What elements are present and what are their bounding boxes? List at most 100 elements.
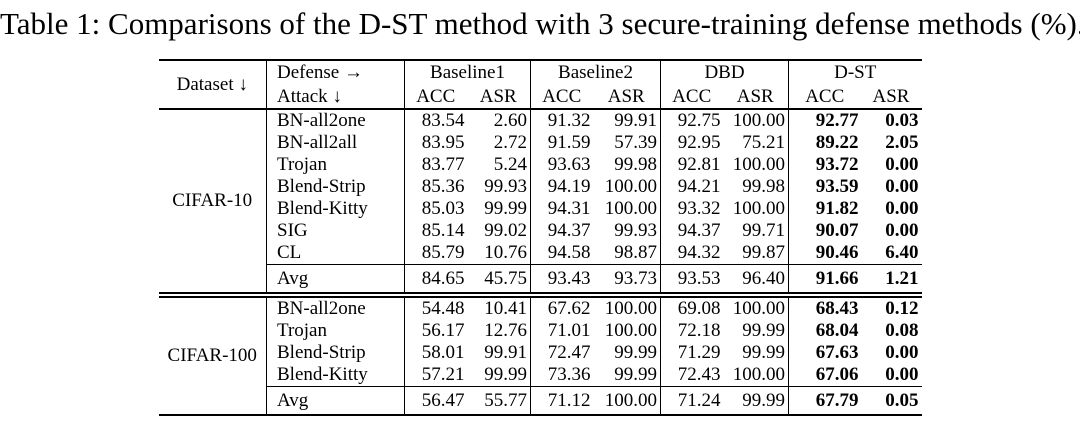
table-row: CIFAR-100 BN-all2one 54.48 10.41 67.62 100.00… bbox=[158, 292, 922, 415]
value-cell: 12.76 bbox=[484, 320, 527, 341]
defense-column-header: Defense → bbox=[266, 60, 405, 85]
dataset-column-header: Dataset ↓ bbox=[158, 60, 267, 110]
table-row: Trojan 56.17 12.76 71.01 100.00 72.18 99.99 68.… bbox=[159, 320, 922, 342]
value-cell: 92.77 bbox=[788, 109, 861, 132]
table-header: Dataset ↓ Defense → Baseline1 Baseline2 … bbox=[158, 60, 922, 110]
table-row: CL 85.79 10.76 94.58 98.87 94.32 99.87 90.46 6.4… bbox=[159, 242, 922, 265]
acc-header: ACC bbox=[530, 85, 593, 110]
value-cell: 99.93 bbox=[484, 176, 527, 197]
attack-label: Blend-Strip bbox=[266, 342, 405, 364]
value-cell: 99.02 bbox=[484, 220, 527, 241]
attack-label: Blend-Kitty bbox=[266, 198, 405, 220]
results-table: Dataset ↓ Defense → Baseline1 Baseline2 … bbox=[158, 59, 922, 416]
avg-value-cell: 93.43 bbox=[530, 264, 593, 295]
value-cell: 0.00 bbox=[885, 154, 919, 175]
avg-label: Avg bbox=[266, 264, 405, 295]
value-cell: 57.21 bbox=[404, 364, 467, 387]
value-cell: 2.60 bbox=[493, 110, 527, 131]
avg-value-cell: 93.53 bbox=[660, 264, 723, 295]
value-cell: 92.75 bbox=[660, 109, 723, 132]
avg-value-cell: 99.99 bbox=[722, 386, 789, 415]
value-cell: 100.00 bbox=[732, 364, 785, 385]
value-cell: 68.04 bbox=[788, 320, 861, 342]
value-cell: 92.81 bbox=[660, 154, 723, 176]
value-cell: 93.63 bbox=[530, 154, 593, 176]
table-row: Blend-Strip 58.01 99.91 72.47 99.99 71.29 99.9… bbox=[159, 342, 922, 364]
value-cell: 54.48 bbox=[404, 292, 467, 320]
value-cell: 0.00 bbox=[885, 220, 919, 241]
avg-value-cell: 55.77 bbox=[466, 386, 531, 415]
attack-label: Blend-Kitty bbox=[266, 364, 405, 387]
value-cell: 91.82 bbox=[788, 198, 861, 220]
value-cell: 94.37 bbox=[660, 220, 723, 242]
avg-label: Avg bbox=[266, 386, 405, 415]
attack-label: Blend-Strip bbox=[266, 176, 405, 198]
avg-value-cell: 91.66 bbox=[788, 264, 861, 295]
avg-value-cell: 1.21 bbox=[860, 264, 922, 295]
value-cell: 99.98 bbox=[742, 176, 785, 197]
value-cell: 83.77 bbox=[404, 154, 467, 176]
value-cell: 0.08 bbox=[885, 320, 919, 341]
asr-header: ASR bbox=[860, 85, 922, 110]
value-cell: 67.62 bbox=[530, 292, 593, 320]
value-cell: 0.00 bbox=[885, 364, 919, 385]
value-cell: 2.72 bbox=[493, 132, 527, 153]
attack-label: BN-all2one bbox=[266, 292, 405, 320]
group-header-row: Dataset ↓ Defense → Baseline1 Baseline2 … bbox=[158, 60, 922, 110]
attack-label: Trojan bbox=[266, 320, 405, 342]
value-cell: 90.46 bbox=[788, 242, 861, 265]
value-cell: 100.00 bbox=[722, 292, 789, 320]
attack-label: CL bbox=[266, 242, 405, 265]
value-cell: 57.39 bbox=[614, 132, 657, 153]
attack-label: BN-all2all bbox=[266, 132, 405, 154]
asr-header: ASR bbox=[722, 85, 789, 110]
value-cell: 99.87 bbox=[742, 242, 785, 263]
value-cell: 92.95 bbox=[660, 132, 723, 154]
avg-value-cell: 84.65 bbox=[404, 264, 467, 295]
value-cell: 100.00 bbox=[592, 292, 661, 320]
value-cell: 0.12 bbox=[860, 292, 922, 320]
value-cell: 93.32 bbox=[660, 198, 723, 220]
group-header-dst: D-ST bbox=[788, 60, 922, 85]
section-cifar-100: CIFAR-100 BN-all2one 54.48 10.41 67.62 100.00… bbox=[158, 292, 922, 415]
asr-header: ASR bbox=[466, 85, 531, 110]
value-cell: 68.43 bbox=[788, 292, 861, 320]
value-cell: 71.01 bbox=[530, 320, 593, 342]
value-cell: 91.32 bbox=[530, 109, 593, 132]
value-cell: 100.00 bbox=[732, 198, 785, 219]
value-cell: 94.32 bbox=[660, 242, 723, 265]
value-cell: 75.21 bbox=[742, 132, 785, 153]
value-cell: 99.98 bbox=[614, 154, 657, 175]
value-cell: 99.99 bbox=[614, 364, 657, 385]
table-row: Blend-Kitty 57.21 99.99 73.36 99.99 72.43 100.… bbox=[159, 364, 922, 387]
table-row: SIG 85.14 99.02 94.37 99.93 94.37 99.71 90.07 0.… bbox=[159, 220, 922, 242]
acc-header: ACC bbox=[788, 85, 861, 110]
acc-header: ACC bbox=[660, 85, 723, 110]
avg-row: Avg 56.47 55.77 71.12 100.00 71.24 99.99 67.79 0… bbox=[159, 386, 922, 415]
avg-value-cell: 71.24 bbox=[660, 386, 723, 415]
value-cell: 72.43 bbox=[660, 364, 723, 387]
value-cell: 100.00 bbox=[604, 320, 657, 341]
value-cell: 94.19 bbox=[530, 176, 593, 198]
value-cell: 99.99 bbox=[742, 320, 785, 341]
value-cell: 10.41 bbox=[466, 292, 531, 320]
value-cell: 10.76 bbox=[484, 242, 527, 263]
value-cell: 83.95 bbox=[404, 132, 467, 154]
value-cell: 0.00 bbox=[885, 176, 919, 197]
value-cell: 100.00 bbox=[604, 198, 657, 219]
table-row: CIFAR-10 BN-all2one 83.54 2.60 91.32 99.91 92.… bbox=[159, 109, 922, 211]
value-cell: 99.99 bbox=[484, 364, 527, 385]
value-cell: 93.59 bbox=[788, 176, 861, 198]
value-cell: 85.79 bbox=[404, 242, 467, 265]
value-cell: 67.06 bbox=[788, 364, 861, 387]
attack-label: SIG bbox=[266, 220, 405, 242]
value-cell: 67.63 bbox=[788, 342, 861, 364]
value-cell: 69.08 bbox=[660, 292, 723, 320]
attack-label: BN-all2one bbox=[266, 109, 405, 132]
sub-header-row: Attack ↓ ACC ASR ACC ASR ACC ASR ACC ASR bbox=[159, 85, 922, 110]
table-caption: Table 1: Comparisons of the D-ST method … bbox=[0, 6, 1080, 41]
avg-value-cell: 93.73 bbox=[592, 264, 661, 295]
value-cell: 83.54 bbox=[404, 109, 467, 132]
asr-header: ASR bbox=[592, 85, 661, 110]
value-cell: 0.00 bbox=[885, 342, 919, 363]
